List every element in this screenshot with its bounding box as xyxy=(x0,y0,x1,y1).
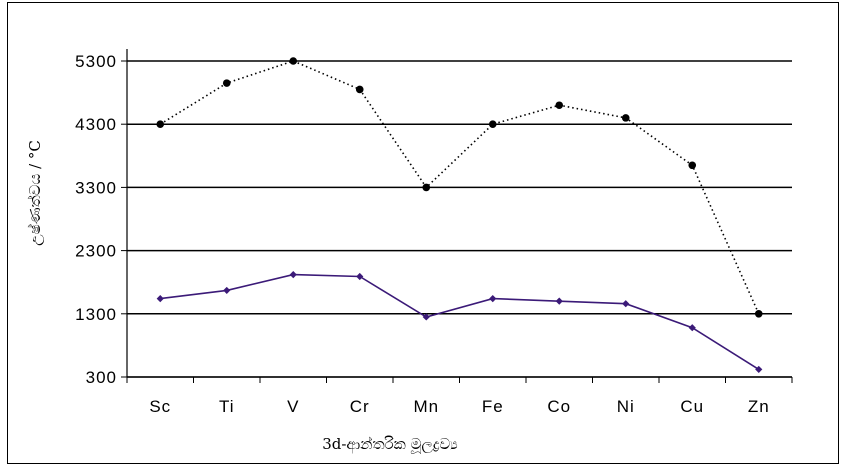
x-tick-label: V xyxy=(287,397,299,416)
y-tick-label: 5300 xyxy=(75,52,117,71)
data-point xyxy=(356,272,364,281)
y-tick-label: 2300 xyxy=(75,242,117,261)
tick-labels: 300 1300 2300 3300 4300 5300 Sc Ti V Cr Mn Fe Co Ni Cu… xyxy=(75,52,770,416)
x-tick-label: Ti xyxy=(219,397,235,416)
data-point xyxy=(754,310,763,318)
x-tick-label: Co xyxy=(547,397,571,416)
y-axis-title: උෂ්ණත්වය / °C xyxy=(26,140,44,246)
data-point xyxy=(555,297,563,305)
x-axis-title: 3d-ආන්තරික මූලද්‍රව්‍ය xyxy=(322,435,458,454)
x-tick-label: Ni xyxy=(617,397,635,416)
x-tick-label: Fe xyxy=(482,397,504,416)
y-tick-label: 3300 xyxy=(75,178,117,197)
series-group xyxy=(156,57,763,374)
x-tick-label: Cr xyxy=(350,397,370,416)
data-point xyxy=(289,271,297,279)
x-tick-label: Mn xyxy=(413,397,439,416)
data-point xyxy=(355,85,364,94)
x-tick-label: Sc xyxy=(149,397,171,416)
data-point xyxy=(622,300,630,308)
line-chart: 300 1300 2300 3300 4300 5300 Sc Ti V Cr Mn Fe Co Ni Cu… xyxy=(26,49,793,454)
data-point xyxy=(289,57,298,65)
data-point xyxy=(488,120,497,128)
data-point xyxy=(555,101,564,110)
data-point xyxy=(688,324,696,332)
y-tick-label: 300 xyxy=(86,368,117,387)
y-tick-label: 4300 xyxy=(75,115,117,134)
data-point xyxy=(688,161,697,170)
data-point xyxy=(489,295,497,303)
series-1 xyxy=(156,57,763,318)
chart-frame: 300 1300 2300 3300 4300 5300 Sc Ti V Cr Mn Fe Co Ni Cu… xyxy=(7,2,839,464)
y-tick-label: 1300 xyxy=(75,305,117,324)
data-point xyxy=(755,365,763,374)
data-point xyxy=(156,295,164,303)
series-line xyxy=(160,273,760,371)
data-point xyxy=(422,183,431,192)
data-point xyxy=(222,79,231,87)
data-point xyxy=(621,114,630,122)
series-2 xyxy=(156,271,763,374)
x-tick-label: Cu xyxy=(680,397,704,416)
x-tick-label: Zn xyxy=(748,397,770,416)
data-point xyxy=(422,313,430,321)
data-point xyxy=(156,120,165,128)
axes xyxy=(121,49,793,383)
data-point xyxy=(223,286,231,295)
series-line xyxy=(159,60,760,315)
